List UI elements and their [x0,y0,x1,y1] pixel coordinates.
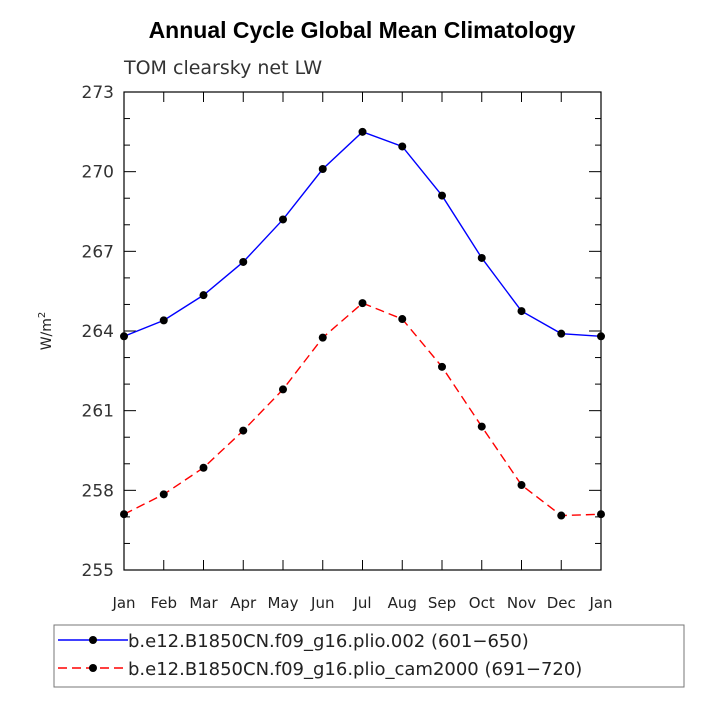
data-point [398,315,407,324]
data-point [517,307,526,316]
data-point [239,426,248,435]
y-tick-label: 261 [82,402,114,422]
data-point [517,481,526,490]
data-point [120,510,128,519]
chart-title: Annual Cycle Global Mean Climatology [149,17,576,43]
data-point [159,316,168,325]
x-tick-label: Jan [588,594,612,612]
data-point [120,332,128,341]
x-tick-label: Mar [189,594,218,612]
y-tick-label: 264 [82,322,114,342]
data-point [318,333,327,342]
data-point [398,142,407,151]
y-tick-label: 270 [82,163,114,183]
y-tick-label: 273 [82,83,114,103]
data-point [318,165,327,174]
y-tick-label: 258 [82,481,114,501]
data-point [358,299,367,308]
data-point [159,490,168,499]
legend-label-1: b.e12.B1850CN.f09_g16.plio.002 (601−650) [128,631,529,652]
data-point [199,463,208,472]
chart-subtitle: TOM clearsky net LW [123,57,322,79]
data-point [358,127,367,136]
y-axis-label: W/m2 [37,312,55,351]
data-point [279,385,287,394]
legend-box [53,624,685,688]
data-point [279,215,287,224]
legend-label-2: b.e12.B1850CN.f09_g16.plio_cam2000 (691−… [128,659,582,680]
x-tick-label: Sep [428,594,456,612]
data-point [477,253,486,262]
y-tick-label: 255 [82,561,114,581]
data-point [438,362,446,371]
x-tick-label: Dec [547,594,576,612]
x-tick-label: Jan [111,594,135,612]
x-tick-label: May [267,594,298,612]
data-point [557,511,566,520]
x-tick-label: Apr [230,594,257,612]
data-point [438,191,446,200]
x-tick-label: Oct [469,594,495,612]
x-tick-label: Nov [507,594,536,612]
x-tick-label: Aug [388,594,417,612]
data-point [199,291,208,300]
data-point [557,329,566,338]
x-tick-label: Jun [310,594,334,612]
legend-marker [89,636,97,644]
series-line-2 [123,302,602,517]
y-tick-label: 267 [82,242,114,262]
legend-marker [89,664,97,672]
x-tick-label: Feb [150,594,177,612]
data-point [239,257,248,266]
plot-frame [123,91,602,571]
data-point [597,510,605,519]
x-tick-label: Jul [352,594,371,612]
data-point [477,422,486,431]
data-point [597,332,605,341]
